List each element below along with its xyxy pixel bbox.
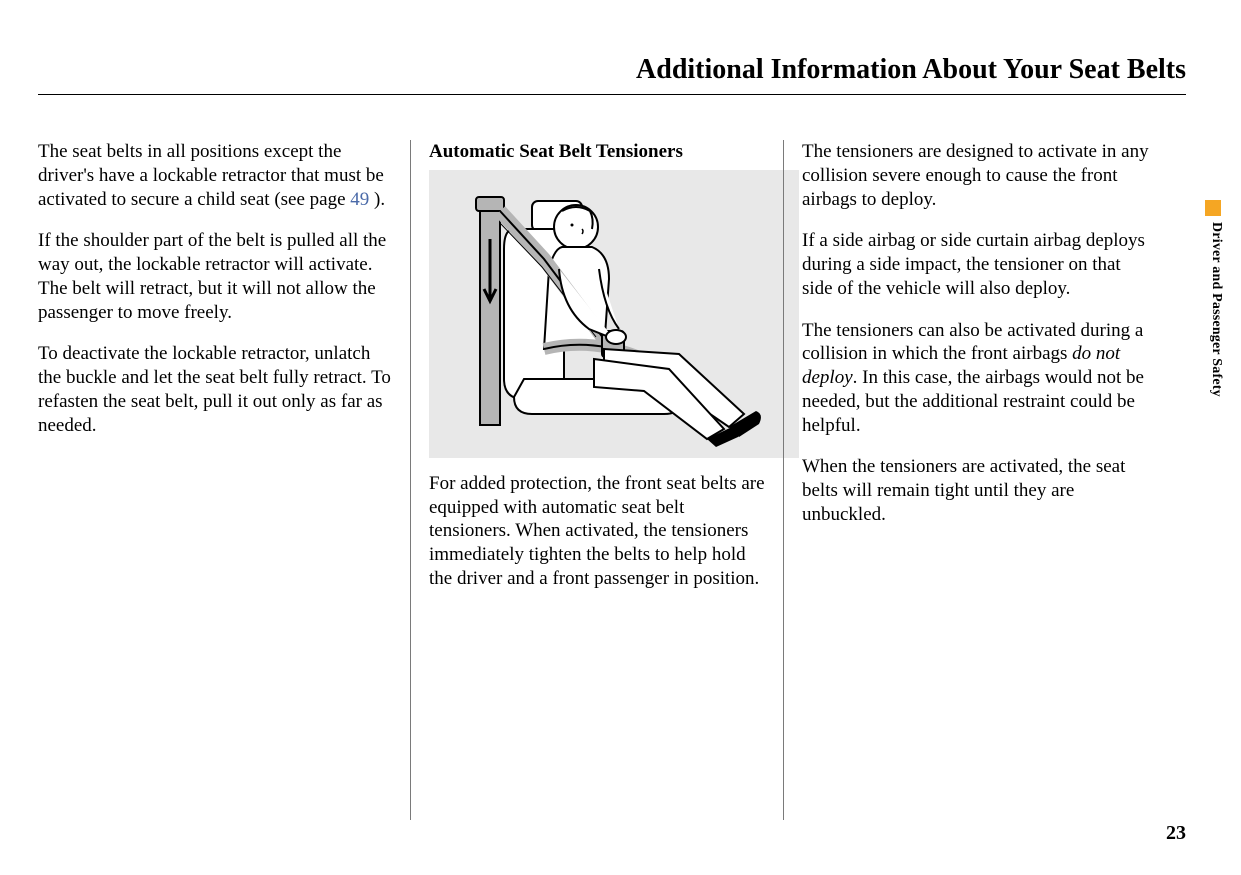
col1-para1: The seat belts in all positions except t… <box>38 140 392 211</box>
col3-para2: If a side airbag or side curtain airbag … <box>802 229 1156 300</box>
title-underline <box>38 94 1186 95</box>
col1-para3: To deactivate the lockable retractor, un… <box>38 342 392 437</box>
section-tab-marker <box>1205 200 1221 216</box>
col1-p1-text-b: ). <box>369 189 385 210</box>
section-label: Driver and Passenger Safety <box>1208 222 1224 397</box>
column-3: The tensioners are designed to activate … <box>784 140 1156 820</box>
column-2: Automatic Seat Belt Tensioners <box>411 140 783 820</box>
seated-passenger-illustration <box>444 179 784 449</box>
page-title: Additional Information About Your Seat B… <box>636 54 1186 86</box>
col3-para1: The tensioners are designed to activate … <box>802 140 1156 211</box>
page-reference-link[interactable]: 49 <box>350 189 369 210</box>
page-number: 23 <box>1166 822 1186 845</box>
col2-subheading: Automatic Seat Belt Tensioners <box>429 140 765 164</box>
col1-para2: If the shoulder part of the belt is pull… <box>38 229 392 324</box>
col3-para3: The tensioners can also be activated dur… <box>802 319 1156 438</box>
column-1: The seat belts in all positions except t… <box>38 140 410 820</box>
col3-p3-text-b: . In this case, the airbags would not be… <box>802 367 1144 436</box>
content-columns: The seat belts in all positions except t… <box>38 140 1156 820</box>
col2-para1: For added protection, the front seat bel… <box>429 472 765 591</box>
col3-para4: When the tensioners are activated, the s… <box>802 455 1156 526</box>
seat-belt-tensioner-figure <box>429 170 799 458</box>
col1-p1-text-a: The seat belts in all positions except t… <box>38 141 384 210</box>
